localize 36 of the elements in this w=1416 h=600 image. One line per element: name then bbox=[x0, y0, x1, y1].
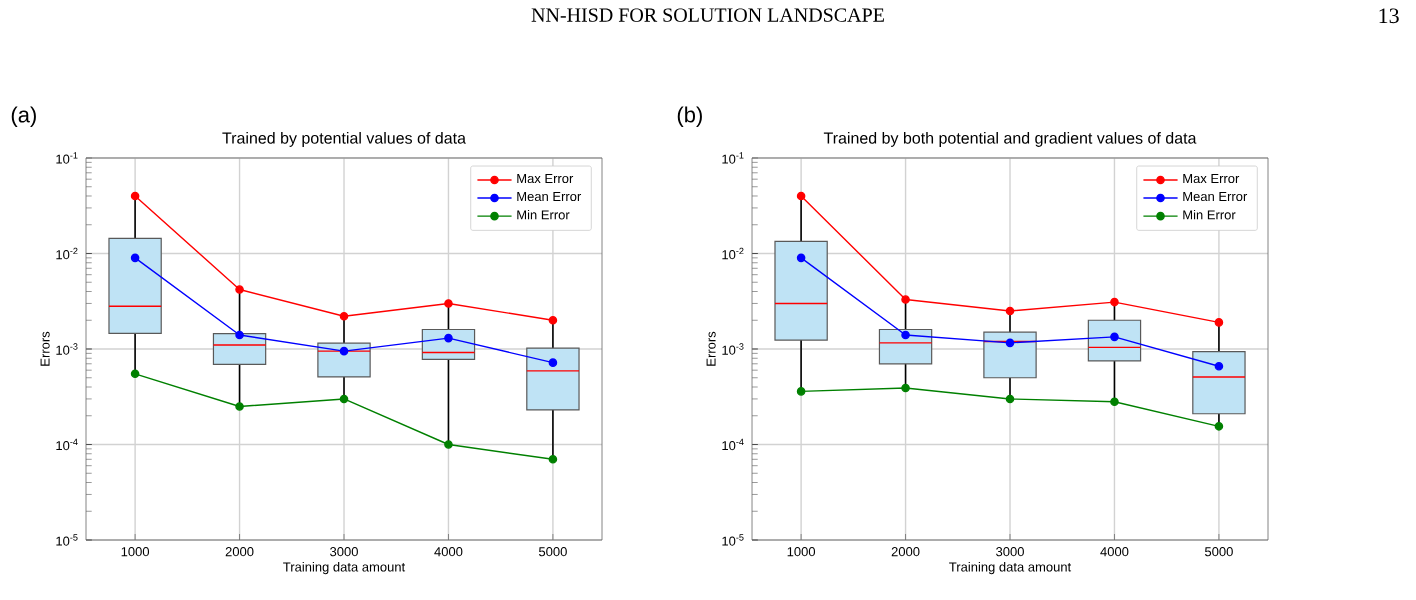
point bbox=[1110, 297, 1119, 307]
text: 13 bbox=[1379, 8, 1399, 24]
point bbox=[444, 299, 453, 308]
point bbox=[796, 387, 806, 396]
point bbox=[1005, 338, 1015, 348]
point bbox=[130, 253, 140, 263]
point bbox=[1005, 306, 1015, 316]
point bbox=[901, 383, 910, 393]
point bbox=[901, 295, 910, 304]
point bbox=[339, 346, 349, 356]
point bbox=[548, 315, 558, 325]
point bbox=[444, 440, 453, 449]
point bbox=[1005, 394, 1015, 404]
point bbox=[548, 358, 558, 367]
point bbox=[796, 253, 806, 263]
point bbox=[1214, 422, 1224, 431]
point bbox=[444, 333, 453, 343]
text: NN-HISD FOR SOLUTION LANDSCAPE bbox=[531, 8, 884, 22]
point bbox=[548, 455, 558, 464]
point bbox=[1214, 361, 1224, 371]
point bbox=[901, 330, 910, 340]
point bbox=[235, 285, 244, 294]
point bbox=[339, 312, 349, 321]
point bbox=[796, 191, 806, 201]
text: (b) bbox=[677, 106, 702, 127]
chart-title: Trained by both potential and gradient values of data bbox=[823, 132, 1197, 147]
point bbox=[235, 330, 244, 340]
point bbox=[1110, 332, 1119, 342]
chart-title: Trained by potential values of data bbox=[222, 132, 466, 147]
point bbox=[130, 191, 140, 201]
point bbox=[1110, 397, 1119, 407]
point bbox=[339, 394, 349, 404]
point bbox=[130, 369, 140, 379]
point bbox=[235, 402, 244, 411]
text: (a) bbox=[11, 106, 36, 127]
point bbox=[1214, 318, 1224, 327]
